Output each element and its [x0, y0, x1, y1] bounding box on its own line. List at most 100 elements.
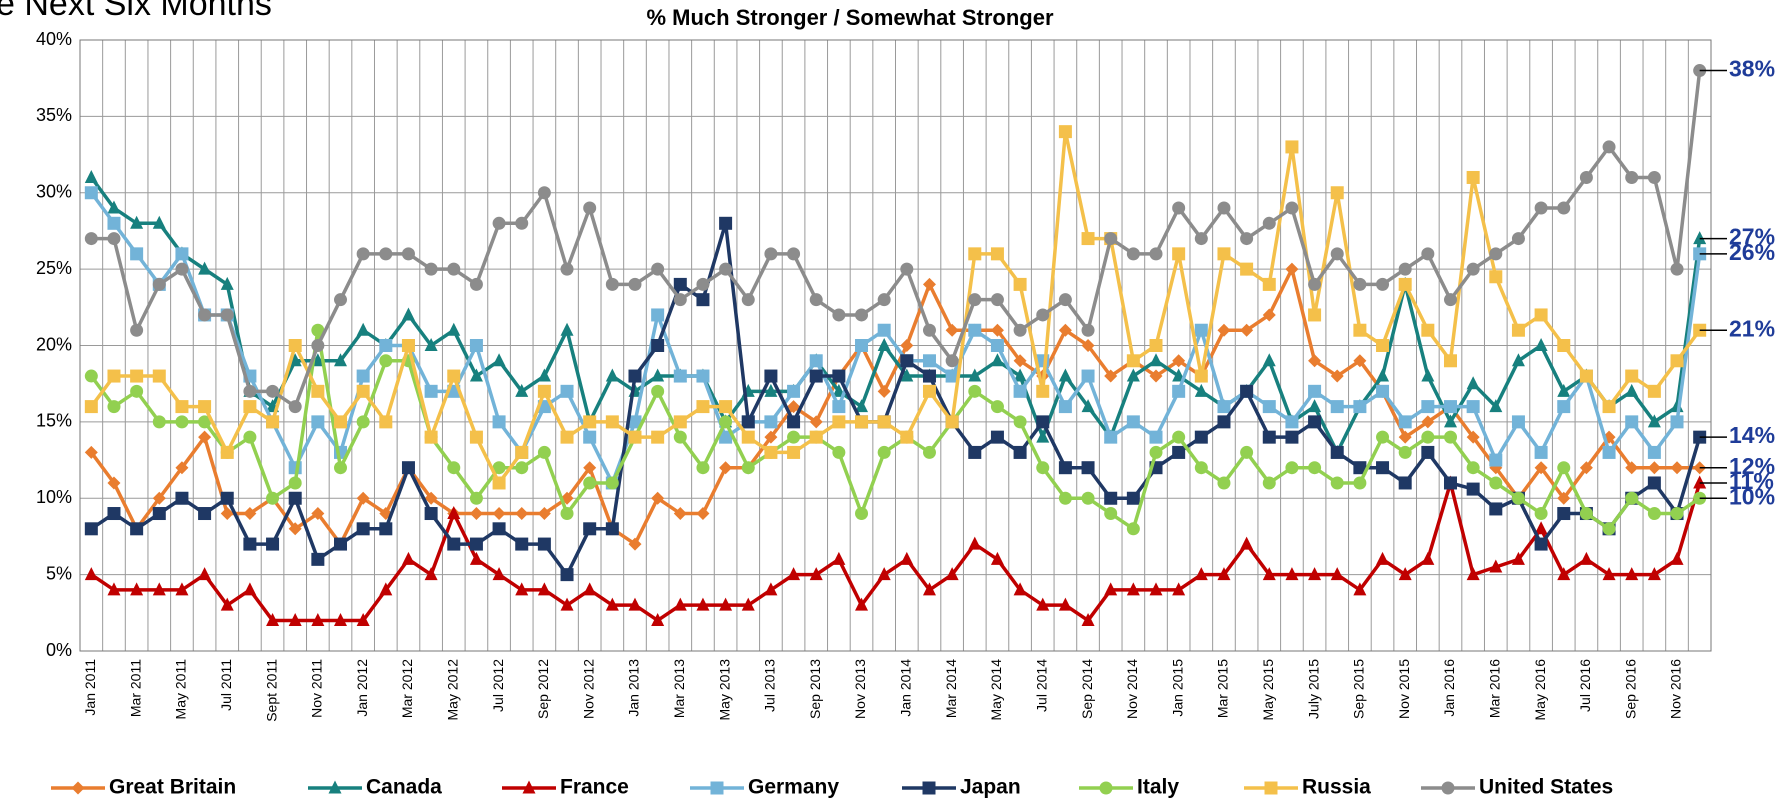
data-point — [198, 415, 212, 429]
data-point — [990, 247, 1004, 261]
data-point — [537, 384, 551, 398]
series-line — [91, 70, 1702, 410]
data-point — [764, 582, 778, 596]
data-point — [356, 522, 370, 536]
x-tick-label: Mar 2014 — [943, 659, 959, 718]
data-point — [1534, 445, 1548, 459]
x-tick-label: Mar 2013 — [671, 659, 687, 718]
data-point — [1489, 476, 1503, 490]
x-tick-label: Nov 2014 — [1124, 659, 1140, 719]
data-point — [1217, 247, 1231, 261]
data-point — [311, 612, 325, 626]
data-point — [447, 506, 461, 520]
data-point — [1240, 384, 1254, 398]
data-point — [628, 277, 642, 291]
data-point — [1172, 582, 1186, 596]
data-point — [832, 400, 846, 414]
data-point — [673, 293, 687, 307]
data-point — [515, 383, 529, 397]
data-point — [1172, 354, 1186, 368]
data-point — [605, 522, 619, 536]
data-point — [696, 293, 710, 307]
data-point — [84, 567, 98, 581]
data-point — [1013, 354, 1027, 368]
data-point — [560, 568, 574, 582]
data-point — [84, 400, 98, 414]
data-point — [583, 522, 597, 536]
data-point — [1466, 262, 1480, 276]
data-point — [1217, 567, 1231, 581]
data-point — [334, 353, 348, 367]
data-point — [1557, 383, 1571, 397]
y-tick-label: 10% — [36, 487, 72, 507]
data-point — [1081, 339, 1095, 352]
x-tick-label: Sep 2012 — [535, 659, 551, 719]
data-point — [266, 491, 280, 505]
data-point — [424, 507, 438, 521]
data-point — [1240, 262, 1254, 276]
data-point — [1534, 507, 1548, 521]
data-point — [1376, 368, 1390, 382]
data-point — [1194, 369, 1208, 383]
data-point — [515, 445, 529, 459]
data-point — [266, 384, 280, 398]
data-point — [628, 537, 642, 551]
data-point — [1647, 507, 1661, 521]
data-point — [401, 339, 415, 352]
data-point — [696, 507, 710, 521]
data-point — [469, 507, 483, 521]
legend-marker — [922, 781, 936, 795]
data-point — [583, 582, 597, 596]
data-point — [1557, 339, 1571, 352]
data-point — [696, 400, 710, 414]
data-point — [492, 353, 506, 367]
data-point — [1625, 461, 1639, 475]
data-point — [719, 430, 733, 444]
data-point — [1104, 430, 1118, 444]
data-point — [1104, 582, 1118, 596]
data-point — [130, 522, 144, 536]
data-point — [424, 430, 438, 444]
x-tick-label: Nov 2012 — [580, 659, 596, 719]
data-point — [175, 247, 189, 261]
data-point — [1670, 415, 1684, 429]
data-point — [719, 597, 733, 611]
data-point — [1443, 400, 1457, 414]
data-point — [1557, 201, 1571, 215]
data-point — [537, 186, 551, 200]
x-tick-label: Nov 2015 — [1396, 659, 1412, 719]
data-point — [1353, 277, 1367, 291]
data-point — [1647, 445, 1661, 459]
x-tick-label: May 2011 — [173, 659, 189, 720]
data-point — [1670, 354, 1684, 368]
data-point — [1421, 551, 1435, 565]
data-point — [379, 339, 393, 352]
data-point — [1557, 567, 1571, 581]
data-point — [968, 323, 982, 337]
data-point — [1421, 430, 1435, 444]
data-point — [198, 261, 212, 275]
data-point — [1376, 277, 1390, 291]
data-point — [220, 276, 234, 290]
data-point — [311, 552, 325, 566]
data-point — [492, 461, 506, 475]
data-point — [855, 415, 869, 429]
legend-marker — [1441, 781, 1455, 795]
data-point — [356, 384, 370, 398]
legend-label: Germany — [748, 776, 839, 799]
data-point — [1625, 369, 1639, 383]
data-point — [719, 216, 733, 230]
data-point — [809, 369, 823, 383]
x-tick-label: Sept 2011 — [263, 659, 279, 722]
data-point — [651, 612, 665, 626]
data-point — [1647, 476, 1661, 490]
data-point — [1602, 400, 1616, 414]
data-point — [107, 476, 121, 490]
data-point — [1285, 201, 1299, 215]
data-point — [1194, 232, 1208, 246]
data-point — [787, 415, 801, 429]
data-point — [990, 353, 1004, 367]
data-point — [1285, 567, 1299, 581]
end-label: 11% — [1729, 468, 1774, 494]
data-point — [628, 430, 642, 444]
